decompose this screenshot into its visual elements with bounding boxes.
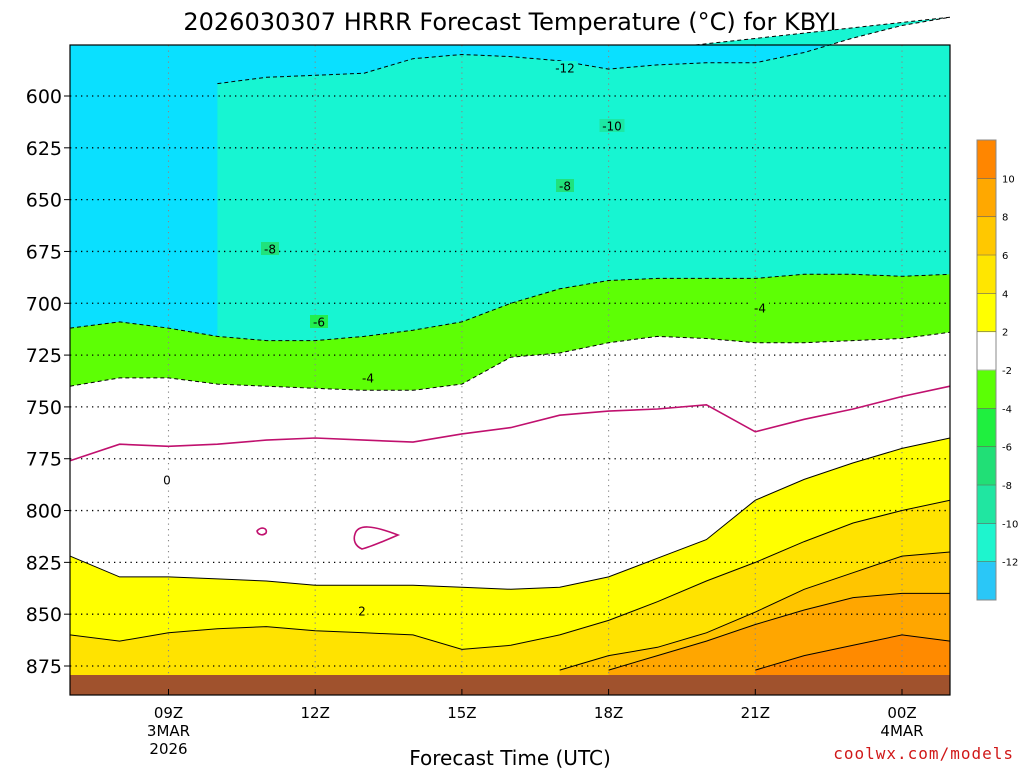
- colorbar-segment: [977, 255, 996, 294]
- colorbar-legend: -12 -10 -8 -6 -4 -2 2 4 6 8 10: [976, 139, 1018, 601]
- y-tick-label: 675: [26, 241, 62, 263]
- colorbar-label: -4: [1002, 404, 1012, 415]
- x-tick-label: 00Z: [887, 704, 916, 722]
- contour-label-bg: [310, 315, 328, 328]
- x-tick-sublabel: 3MAR: [147, 722, 190, 740]
- colorbar-label: 8: [1002, 213, 1008, 224]
- contour-line: [69, 437, 951, 590]
- colorbar-segment: [977, 370, 996, 409]
- colorbar-segment: [977, 293, 996, 333]
- colorbar-segment: [977, 408, 996, 448]
- contour-label: -8: [264, 243, 276, 257]
- grid-lines: [70, 45, 950, 695]
- y-tick-label: 850: [26, 604, 62, 626]
- contour-line: [69, 385, 951, 462]
- contour-label-bg: [356, 604, 368, 617]
- x-tick-label: 21Z: [741, 704, 770, 722]
- x-tick-sublabel: 4MAR: [880, 722, 923, 740]
- contour-label: -6: [313, 316, 325, 330]
- colorbar-segment: [977, 331, 996, 371]
- colorbar-label: -6: [1002, 443, 1012, 454]
- contour-label-bg: [552, 61, 578, 74]
- y-tick-label: 825: [26, 552, 62, 574]
- colorbar-segment: [977, 178, 996, 218]
- colorbar-label: -10: [1002, 519, 1018, 530]
- x-tick-label: 09Z: [154, 704, 183, 722]
- zero-contour-small-loop: [256, 527, 268, 536]
- contour-label-bg: [359, 371, 377, 384]
- contour-label: -10: [602, 120, 622, 134]
- y-tick-label: 625: [26, 138, 62, 160]
- colorbar-segment: [977, 523, 996, 563]
- colorbar-segment: [977, 446, 996, 486]
- contour-lines: [69, 16, 951, 671]
- contour-label: 0: [163, 474, 171, 488]
- x-tick-sublabel: 2026: [149, 740, 187, 758]
- zero-contour-loop: [353, 526, 401, 550]
- y-tick-label: 875: [26, 656, 62, 678]
- y-tick-label: 600: [26, 86, 62, 108]
- contour-label-bg: [161, 473, 173, 486]
- y-axis: 600 625 650 675 700 725 750 775 800 825 850 875: [26, 86, 70, 678]
- x-tick-label: 12Z: [301, 704, 330, 722]
- plot-area: -12 -10 -8 -8 -6 -4 -4 0 2: [69, 16, 951, 695]
- contour-label-bg: [261, 242, 279, 255]
- contour-label: 2: [358, 605, 366, 619]
- colorbar-label: -8: [1002, 481, 1012, 492]
- y-tick-label: 700: [26, 293, 62, 315]
- contour-line: [69, 331, 951, 391]
- colorbar-segment: [977, 140, 996, 179]
- chart-title: 2026030307 HRRR Forecast Temperature (°C…: [183, 8, 836, 36]
- ground-strip: [70, 675, 950, 695]
- contour-line: [755, 634, 951, 671]
- contour-labels: -12 -10 -8 -8 -6 -4 -4 0 2: [161, 61, 769, 619]
- colorbar-label: 2: [1002, 328, 1008, 339]
- contour-label: -12: [555, 62, 575, 76]
- contour-line: [559, 551, 951, 671]
- contour-label: -8: [559, 180, 571, 194]
- contour-label-bg: [556, 179, 574, 192]
- contour-line: [217, 16, 951, 85]
- colorbar-label: 10: [1002, 174, 1015, 185]
- colorbar-label: -2: [1002, 366, 1012, 377]
- colorbar-label: -12: [1002, 558, 1018, 569]
- contour-label: -4: [754, 302, 766, 316]
- colorbar-label: 4: [1002, 289, 1008, 300]
- colorbar-segment: [977, 485, 996, 524]
- contour-line: [69, 273, 951, 342]
- contour-line: [608, 592, 950, 671]
- contour-label-bg: [751, 301, 769, 314]
- x-axis-title: Forecast Time (UTC): [409, 746, 611, 768]
- plot-frame: [69, 44, 951, 696]
- contour-label-bg: [599, 119, 625, 132]
- y-tick-label: 775: [26, 449, 62, 471]
- x-tick-label: 15Z: [447, 704, 476, 722]
- contour-label: -4: [362, 372, 374, 386]
- y-tick-label: 800: [26, 501, 62, 523]
- y-tick-label: 650: [26, 190, 62, 212]
- colorbar-segment: [977, 561, 996, 601]
- colorbar-segment: [977, 216, 996, 256]
- colorbar-label: 6: [1002, 251, 1008, 262]
- credit-text: coolwx.com/models: [833, 744, 1014, 763]
- contour-line: [69, 499, 951, 650]
- y-tick-label: 750: [26, 397, 62, 419]
- y-tick-label: 725: [26, 345, 62, 367]
- x-tick-label: 18Z: [594, 704, 623, 722]
